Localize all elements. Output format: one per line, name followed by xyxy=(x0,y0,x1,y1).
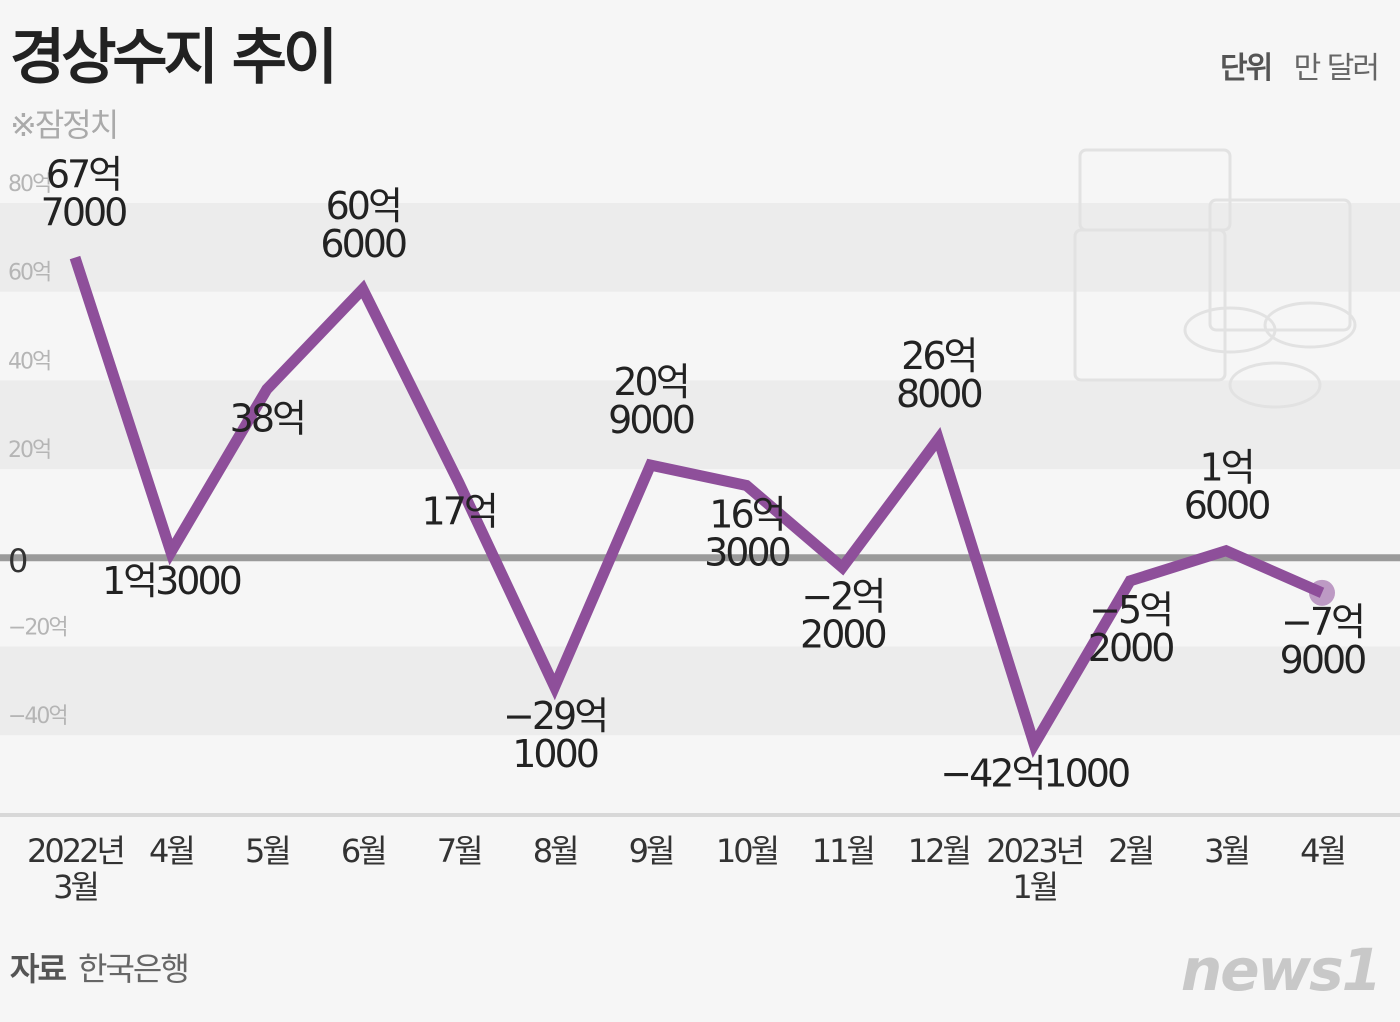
value-label: −42억1000 xyxy=(940,751,1129,795)
point xyxy=(1309,579,1335,606)
grid-band xyxy=(0,203,1400,292)
value-label: −2억 2000 xyxy=(800,575,886,657)
money-icon xyxy=(1073,148,1357,409)
x-tick-label: 2월 xyxy=(1108,832,1152,870)
x-tick-label: 9월 xyxy=(629,832,673,870)
y-tick-label: −40억 xyxy=(8,704,67,729)
chart-title: 경상수지 추이 xyxy=(10,23,334,93)
x-tick-label: 10월 xyxy=(716,832,778,870)
grid-band xyxy=(0,646,1400,736)
x-tick-label: 11월 xyxy=(812,832,874,870)
y-tick-label: 40억 xyxy=(8,349,50,374)
value-label: −7억 9000 xyxy=(1280,600,1366,682)
value-label: −5억 2000 xyxy=(1088,588,1174,670)
x-tick-label: 7월 xyxy=(437,832,481,870)
unit: 만 달러 xyxy=(1294,51,1378,86)
y-tick-label: 60억 xyxy=(8,261,50,286)
value-label: 60억 6000 xyxy=(320,184,406,266)
x-tick-label: 8월 xyxy=(533,832,577,870)
x-tick-label: 2023년 1월 xyxy=(986,832,1082,906)
x-tick-label: 4월 xyxy=(1300,832,1344,870)
unit-label: 단위 xyxy=(1220,51,1271,86)
value-label: 1억3000 xyxy=(102,559,241,603)
x-tick-label: 2022년 3월 xyxy=(27,832,123,906)
value-label: 67억 7000 xyxy=(41,153,127,235)
x-tick-label: 4월 xyxy=(149,832,193,870)
x-tick-label: 6월 xyxy=(341,832,385,870)
value-label: 17억 xyxy=(422,489,496,533)
note: ※잠정치 xyxy=(10,106,117,144)
value-label: 26억 8000 xyxy=(896,334,982,416)
source: 한국은행 xyxy=(78,950,188,988)
value-label: 38억 xyxy=(230,396,304,440)
y-tick-label: 20억 xyxy=(8,438,50,463)
y-tick-label-zero: 0 xyxy=(8,542,27,580)
grid-band xyxy=(0,380,1400,470)
value-label: 16억 3000 xyxy=(704,492,790,574)
x-tick-label: 3월 xyxy=(1204,832,1248,870)
value-label: 20억 9000 xyxy=(608,360,694,442)
value-label: −29억 1000 xyxy=(503,694,606,776)
x-tick-label: 5월 xyxy=(245,832,289,870)
y-tick-label: −20억 xyxy=(8,615,67,640)
line xyxy=(69,255,1325,758)
x-tick-label: 12월 xyxy=(908,832,970,870)
y-tick-label: 80억 xyxy=(8,172,50,197)
value-label: 1억 6000 xyxy=(1184,446,1270,528)
logo: news1 xyxy=(1181,936,1380,1004)
source-label: 자료 xyxy=(10,950,66,988)
